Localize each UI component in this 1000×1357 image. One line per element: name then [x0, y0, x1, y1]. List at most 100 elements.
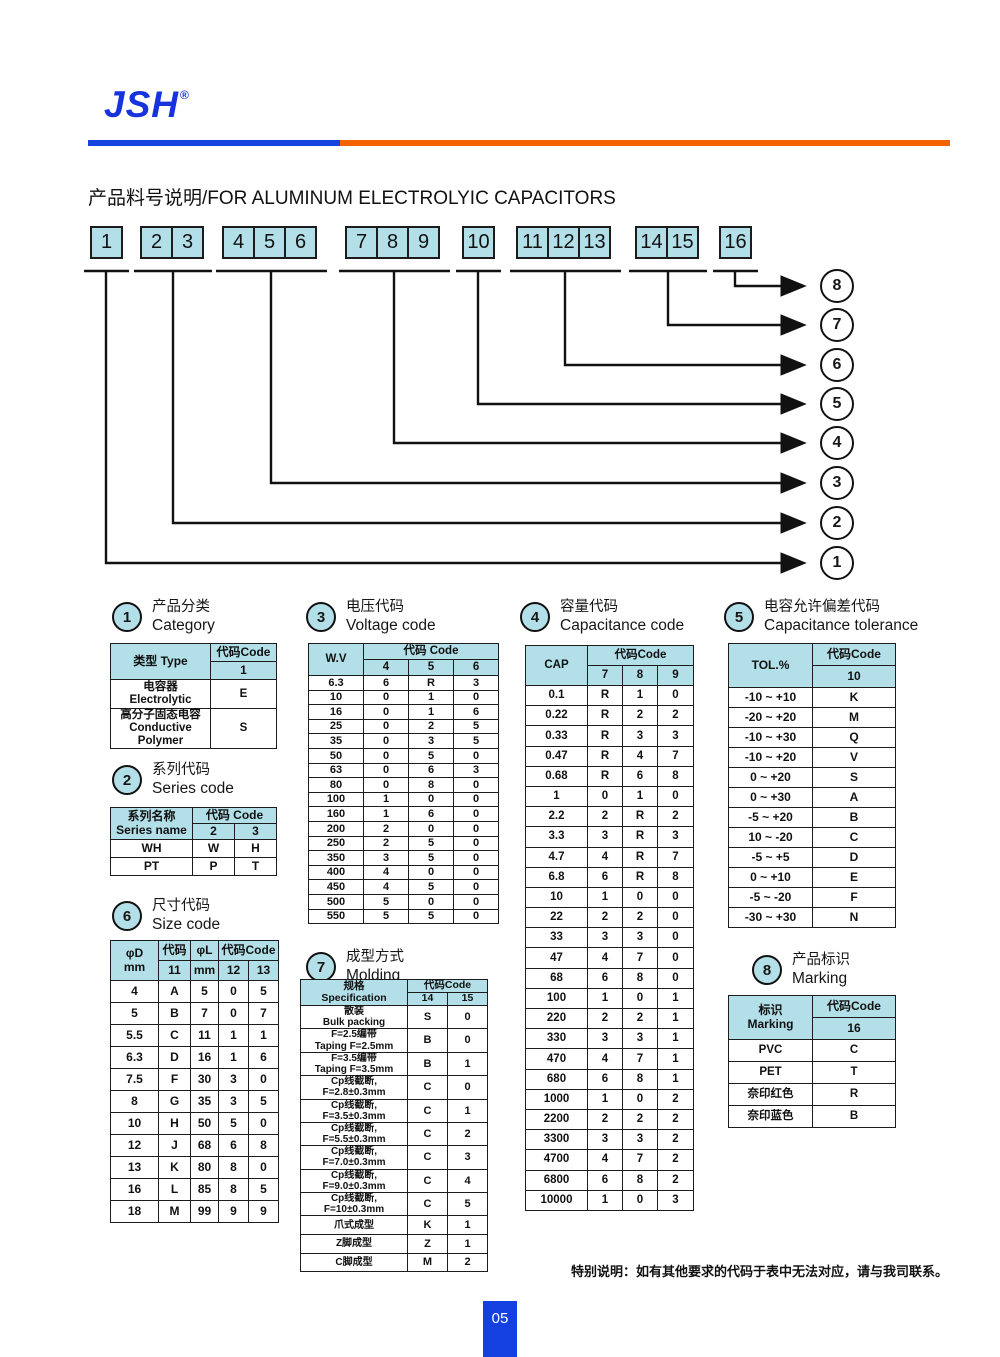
- cell: 0: [452, 864, 500, 881]
- table-row: 68 6 8 0: [525, 967, 695, 989]
- cell: 3: [622, 1028, 658, 1050]
- table-row: 470 4 7 1: [525, 1048, 695, 1070]
- cell: 6: [622, 765, 658, 787]
- table-row: 6.3 6 R 3: [308, 675, 500, 691]
- col-header: 6: [452, 659, 500, 676]
- section-title-size: 6 尺寸代码 Size code: [112, 897, 220, 935]
- table-row: -10 ~ +10 K: [728, 687, 896, 708]
- col-header: 代码 Code: [362, 643, 500, 660]
- cell: 18: [110, 1200, 159, 1223]
- col-header: 代码: [158, 940, 191, 961]
- cell: 5: [247, 1178, 280, 1201]
- cell: 50: [190, 1112, 219, 1135]
- cell: 16: [110, 1178, 159, 1201]
- cell: 5: [110, 1002, 159, 1025]
- capacitance-table: CAP 代码Code 7 8 9 0.1 R 1 0 0.22 R 2 2 0.33 R 3 3 0.4…: [525, 645, 695, 1211]
- table-row: F=2.5编带 Taping F=2.5mm B 0: [300, 1028, 488, 1053]
- table-row: PET T: [728, 1061, 896, 1084]
- digit-box: 10: [462, 226, 495, 259]
- cell: 2: [587, 1108, 623, 1131]
- table-row: 1000 1 0 2: [525, 1088, 695, 1110]
- table-row: 10000 1 0 3: [525, 1189, 695, 1211]
- cell: S: [407, 1004, 448, 1030]
- digit-box: 11: [516, 226, 549, 259]
- cell: N: [812, 907, 896, 928]
- table-row: 100 1 0 1: [525, 987, 695, 1010]
- cell: K: [158, 1156, 191, 1179]
- col-header: 8: [622, 665, 658, 686]
- table-row: -30 ~ +30 N: [728, 907, 896, 928]
- cell: 5: [363, 893, 409, 910]
- cell: 100: [308, 791, 364, 808]
- cell: Cp线截断, F=9.0±0.3mm: [300, 1168, 408, 1194]
- cell: R: [622, 826, 658, 848]
- series-table: 系列名称 Series name 代码 Code 2 3 WH W H PT P T: [110, 807, 277, 876]
- table-row: 250 2 5 0: [308, 835, 500, 852]
- cell: 4: [110, 980, 159, 1003]
- table-row: Cp线截断, F=5.5±0.3mm C 2: [300, 1121, 488, 1147]
- cell: 6: [587, 967, 623, 989]
- table-row: 奈印蓝色 B: [728, 1105, 896, 1128]
- cell: 8: [656, 765, 695, 787]
- cell: 6: [587, 866, 623, 888]
- cell: R: [622, 866, 658, 888]
- table-row: 2200 2 2 2: [525, 1108, 695, 1131]
- digit-group-1: 1: [90, 226, 123, 259]
- cell: H: [234, 839, 277, 858]
- cell: 0.68: [525, 765, 588, 787]
- table-row: 3.3 3 R 3: [525, 826, 695, 848]
- cell: 3: [218, 1090, 249, 1113]
- cell: Cp线截断, F=10±0.3mm: [300, 1191, 408, 1217]
- cell: 0: [452, 879, 500, 895]
- table-row: PT P T: [110, 857, 277, 876]
- cell: 0: [247, 1156, 280, 1179]
- cell: C: [407, 1191, 448, 1217]
- cell: 30: [190, 1068, 219, 1091]
- cell: 10000: [525, 1189, 588, 1211]
- cell: 3: [587, 1129, 623, 1151]
- cell: 0: [363, 733, 409, 749]
- cell: C: [407, 1168, 448, 1194]
- table-row: Cp线截断, F=10±0.3mm C 5: [300, 1191, 488, 1217]
- cell: 2: [656, 1108, 695, 1131]
- col-header: 3: [234, 823, 277, 840]
- section-circle-8: 8: [752, 955, 782, 985]
- cell: 6.3: [308, 675, 364, 691]
- cell: 3: [408, 733, 454, 749]
- cell: 0: [408, 864, 454, 881]
- cell: 0: [452, 777, 500, 793]
- digit-box: 13: [578, 226, 611, 259]
- table-row: 13 K 80 8 0: [110, 1156, 280, 1179]
- digit-group-8: 16: [719, 226, 752, 259]
- cell: 68: [525, 967, 588, 989]
- cell: 100: [525, 987, 588, 1010]
- cell: F: [158, 1068, 191, 1091]
- cell: 2: [656, 705, 695, 727]
- cell: 3: [452, 762, 500, 779]
- col-header: 13: [247, 960, 280, 981]
- table-row: 16 0 1 6: [308, 704, 500, 720]
- cell: 5: [447, 1191, 488, 1217]
- table-row: 爪式成型 K 1: [300, 1215, 488, 1235]
- cell: 2: [656, 806, 695, 828]
- section-title-category: 1 产品分类 Category: [112, 598, 215, 636]
- table-row: 16 L 85 8 5: [110, 1178, 280, 1201]
- molding-table: 规格 Specification 代码Code 14 15 散装 Bulk pa…: [300, 979, 488, 1273]
- cell: 0: [218, 980, 249, 1003]
- cell: 10: [525, 886, 588, 909]
- table-row: 18 M 99 9 9: [110, 1200, 280, 1223]
- cell: 6: [587, 1169, 623, 1191]
- cell: 550: [308, 908, 364, 925]
- cell: 4: [447, 1168, 488, 1194]
- cell: 1: [656, 1068, 695, 1090]
- cell: C: [407, 1075, 448, 1100]
- cell: R: [587, 765, 623, 787]
- ref-circle-8: 8: [820, 269, 854, 303]
- cell: 0: [656, 947, 695, 969]
- cell: 80: [190, 1156, 219, 1179]
- cell: 0 ~ +30: [728, 787, 813, 808]
